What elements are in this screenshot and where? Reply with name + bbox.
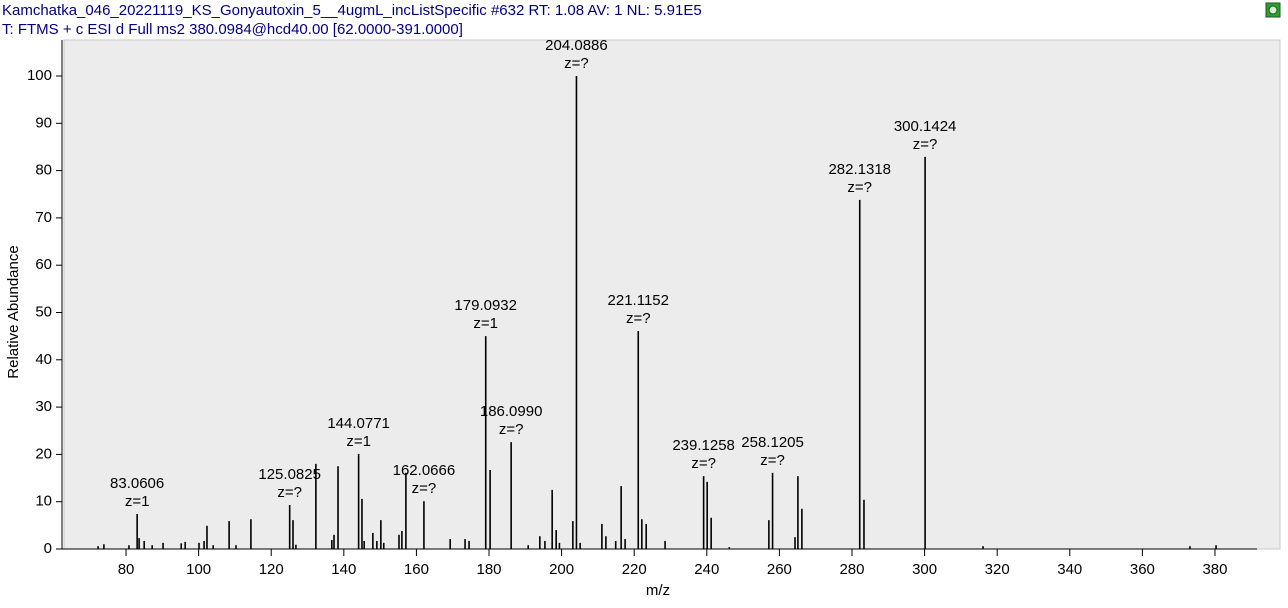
plot-background <box>63 39 1281 550</box>
peak-mz-label: 186.0990 <box>480 403 543 420</box>
x-tick-label: 140 <box>331 561 356 578</box>
x-tick-label: 260 <box>767 561 792 578</box>
y-tick-label: 0 <box>44 540 52 557</box>
peak-charge-label: z=? <box>691 455 716 472</box>
x-tick-label: 300 <box>912 561 937 578</box>
peak-mz-label: 125.0825 <box>258 466 321 483</box>
y-tick-label: 30 <box>35 398 52 415</box>
x-tick-label: 100 <box>186 561 211 578</box>
header-scan-info: Kamchatka_046_20221119_KS_Gonyautoxin_5_… <box>2 2 702 19</box>
peak-charge-label: z=1 <box>125 493 150 510</box>
y-tick-label: 70 <box>35 209 52 226</box>
peak-charge-label: z=? <box>847 179 872 196</box>
x-tick-label: 80 <box>118 561 135 578</box>
peak-charge-label: z=? <box>499 421 524 438</box>
y-tick-label: 20 <box>35 445 52 462</box>
peak-charge-label: z=? <box>760 452 785 469</box>
peak-mz-label: 282.1318 <box>828 161 891 178</box>
x-tick-label: 160 <box>404 561 429 578</box>
y-tick-label: 60 <box>35 256 52 273</box>
peak-mz-label: 179.0932 <box>454 297 517 314</box>
x-tick-label: 240 <box>694 561 719 578</box>
peak-charge-label: z=1 <box>346 433 371 450</box>
x-axis-title: m/z <box>646 582 670 599</box>
peak-charge-label: z=? <box>626 310 651 327</box>
status-icon <box>1265 2 1281 18</box>
x-tick-label: 120 <box>259 561 284 578</box>
x-tick-label: 280 <box>839 561 864 578</box>
peak-charge-label: z=? <box>913 136 938 153</box>
x-tick-label: 200 <box>549 561 574 578</box>
peak-mz-label: 300.1424 <box>894 118 957 135</box>
x-tick-label: 360 <box>1130 561 1155 578</box>
y-tick-label: 10 <box>35 493 52 510</box>
x-tick-label: 340 <box>1057 561 1082 578</box>
peak-charge-label: z=1 <box>473 315 498 332</box>
peak-charge-label: z=? <box>277 484 302 501</box>
peak-charge-label: z=? <box>412 480 437 497</box>
peak-mz-label: 83.0606 <box>110 475 164 492</box>
peak-mz-label: 258.1205 <box>741 434 804 451</box>
x-tick-label: 220 <box>622 561 647 578</box>
y-tick-label: 50 <box>35 303 52 320</box>
x-tick-label: 320 <box>985 561 1010 578</box>
x-tick-label: 180 <box>476 561 501 578</box>
peak-mz-label: 239.1258 <box>672 437 735 454</box>
peak-mz-label: 204.0886 <box>545 37 608 54</box>
y-tick-label: 40 <box>35 351 52 368</box>
peak-mz-label: 221.1152 <box>608 292 669 309</box>
x-tick-label: 380 <box>1202 561 1227 578</box>
peak-mz-label: 162.0666 <box>393 462 456 479</box>
y-tick-label: 100 <box>27 67 52 84</box>
peak-charge-label: z=? <box>564 55 589 72</box>
y-tick-label: 90 <box>35 114 52 131</box>
peak-mz-label: 144.0771 <box>327 415 390 432</box>
header-filter: T: FTMS + c ESI d Full ms2 380.0984@hcd4… <box>2 21 463 38</box>
y-tick-label: 80 <box>35 162 52 179</box>
y-axis-title: Relative Abundance <box>5 245 22 378</box>
